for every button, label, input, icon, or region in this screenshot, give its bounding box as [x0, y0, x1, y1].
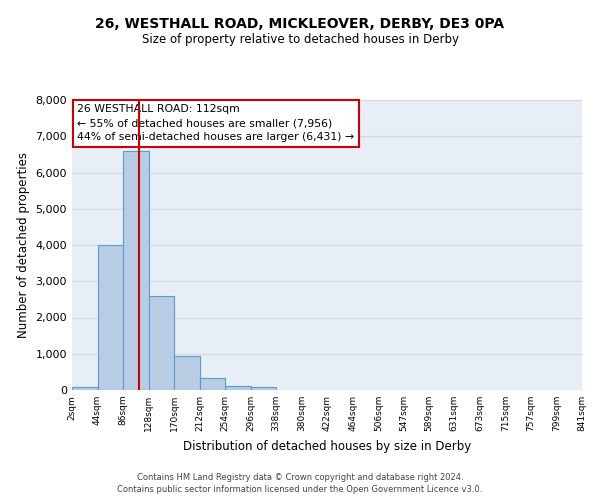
Bar [149, 296, 174, 390]
Text: 26 WESTHALL ROAD: 112sqm
← 55% of detached houses are smaller (7,956)
44% of sem: 26 WESTHALL ROAD: 112sqm ← 55% of detach… [77, 104, 354, 142]
Bar [123, 151, 149, 390]
Text: 26, WESTHALL ROAD, MICKLEOVER, DERBY, DE3 0PA: 26, WESTHALL ROAD, MICKLEOVER, DERBY, DE… [95, 18, 505, 32]
Bar [251, 388, 276, 390]
Y-axis label: Number of detached properties: Number of detached properties [17, 152, 30, 338]
Bar [200, 378, 225, 390]
Bar [174, 356, 200, 390]
Text: Contains public sector information licensed under the Open Government Licence v3: Contains public sector information licen… [118, 485, 482, 494]
Bar [225, 386, 251, 390]
Text: Contains HM Land Registry data © Crown copyright and database right 2024.: Contains HM Land Registry data © Crown c… [137, 472, 463, 482]
X-axis label: Distribution of detached houses by size in Derby: Distribution of detached houses by size … [183, 440, 471, 452]
Text: Size of property relative to detached houses in Derby: Size of property relative to detached ho… [142, 32, 458, 46]
Bar [98, 245, 123, 390]
Bar [72, 388, 98, 390]
